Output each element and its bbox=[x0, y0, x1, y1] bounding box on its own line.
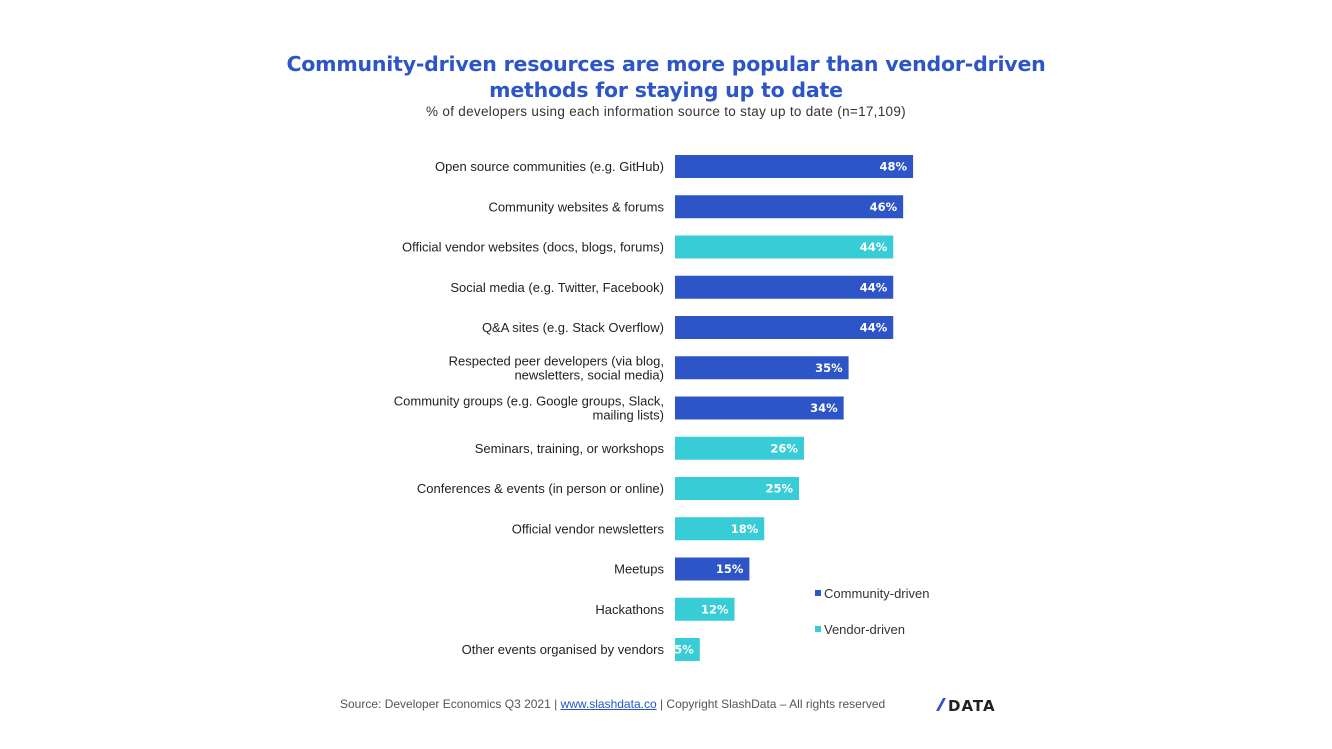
value-label: 5% bbox=[674, 643, 694, 657]
value-label: 34% bbox=[810, 401, 838, 415]
bar-vendor bbox=[675, 235, 894, 259]
value-label: 25% bbox=[765, 482, 793, 496]
value-label: 46% bbox=[870, 200, 898, 214]
bar-vendor bbox=[675, 597, 735, 621]
chart-title-line-2: methods for staying up to date bbox=[489, 78, 843, 102]
chart-subtitle: % of developers using each information s… bbox=[426, 104, 906, 119]
legend: Community-driven Vendor-driven bbox=[815, 586, 929, 637]
category-label: Other events organised by vendors bbox=[462, 642, 665, 657]
footer-copyright: | Copyright SlashData – All rights reser… bbox=[656, 697, 886, 711]
bar-community bbox=[675, 316, 894, 339]
bar-community bbox=[675, 275, 894, 299]
bar-community bbox=[675, 557, 750, 581]
chart-title-line-1: Community-driven resources are more popu… bbox=[286, 52, 1046, 76]
value-label: 44% bbox=[860, 321, 888, 335]
category-label: Official vendor newsletters bbox=[512, 521, 665, 536]
value-label: 12% bbox=[701, 602, 729, 616]
category-label: Q&A sites (e.g. Stack Overflow) bbox=[482, 320, 664, 335]
category-label: Respected peer developers (via blog, news… bbox=[449, 353, 664, 382]
legend-label: Vendor-driven bbox=[824, 622, 905, 637]
legend-swatch bbox=[815, 590, 821, 596]
legend-swatch bbox=[815, 626, 821, 632]
value-label: 48% bbox=[880, 160, 908, 174]
footer-link[interactable]: www.slashdata.co bbox=[560, 697, 657, 711]
legend-label: Community-driven bbox=[824, 586, 929, 601]
bar-community bbox=[675, 155, 914, 178]
bar-vendor bbox=[675, 638, 700, 661]
value-label: 26% bbox=[770, 441, 798, 455]
value-label: 44% bbox=[860, 280, 888, 294]
bar-vendor bbox=[675, 517, 765, 541]
category-label: Conferences & events (in person or onlin… bbox=[417, 481, 664, 496]
value-label: 18% bbox=[731, 522, 759, 536]
footer: Source: Developer Economics Q3 2021 | ww… bbox=[340, 697, 885, 711]
logo-text: DATA bbox=[948, 697, 996, 715]
bar-vendor bbox=[675, 477, 799, 500]
footer-source: Source: Developer Economics Q3 2021 | bbox=[340, 697, 561, 711]
bar-community bbox=[675, 396, 844, 420]
category-label: Open source communities (e.g. GitHub) bbox=[435, 159, 664, 174]
category-label: Hackathons bbox=[595, 602, 664, 617]
category-label: Official vendor websites (docs, blogs, f… bbox=[402, 240, 664, 255]
category-label: Social media (e.g. Twitter, Facebook) bbox=[450, 280, 664, 295]
category-label: Community groups (e.g. Google groups, Sl… bbox=[394, 394, 664, 423]
category-label: Community websites & forums bbox=[488, 199, 664, 214]
value-label: 15% bbox=[716, 562, 744, 576]
bar-community bbox=[675, 195, 904, 219]
bar-community bbox=[675, 356, 849, 380]
category-label: Meetups bbox=[614, 562, 664, 577]
category-label: Seminars, training, or workshops bbox=[475, 441, 665, 456]
bar-chart: 48% Open source communities (e.g. GitHub)… bbox=[394, 155, 929, 661]
bar-vendor bbox=[675, 436, 804, 460]
slashdata-logo: DATA bbox=[936, 697, 996, 715]
logo-slash-icon bbox=[936, 698, 946, 711]
bars-group: 48% Open source communities (e.g. GitHub)… bbox=[394, 155, 914, 661]
value-label: 44% bbox=[860, 240, 888, 254]
value-label: 35% bbox=[815, 361, 843, 375]
